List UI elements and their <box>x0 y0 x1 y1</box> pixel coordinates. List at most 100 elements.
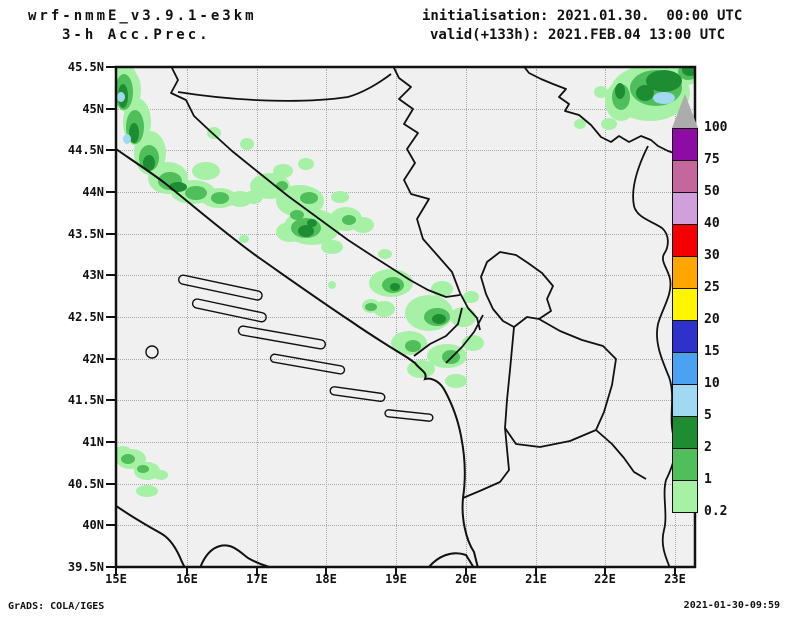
model-title: wrf-nmmE_v3.9.1-e3km <box>28 8 257 24</box>
lon-label: 16E <box>176 572 198 586</box>
lat-label: 41N <box>82 435 104 449</box>
colorbar-tick-label: 15 <box>704 344 720 359</box>
gridline-vertical <box>396 69 397 565</box>
lat-label: 45N <box>82 102 104 116</box>
lon-tick <box>325 567 327 576</box>
islands <box>145 274 434 422</box>
lat-tick <box>106 316 116 318</box>
lon-tick <box>395 567 397 576</box>
lat-tick <box>106 66 116 68</box>
gridline-vertical <box>257 69 258 565</box>
gridline-horizontal <box>118 359 693 360</box>
grads-credit: GrADS: COLA/IGES <box>8 601 105 612</box>
valid-time-label: valid(+133h): 2021.FEB.04 13:00 UTC <box>430 27 726 43</box>
colorbar-tick-label: 20 <box>704 312 720 327</box>
lat-label: 41.5N <box>67 393 104 407</box>
lon-label: 18E <box>315 572 337 586</box>
gridline-vertical <box>605 69 606 565</box>
gridline-horizontal <box>118 484 693 485</box>
lat-label: 43.5N <box>67 227 104 241</box>
lon-label: 17E <box>246 572 268 586</box>
lat-tick <box>106 441 116 443</box>
product-title: 3-h Acc.Prec. <box>62 27 211 43</box>
colorbar-segment <box>672 416 698 449</box>
precip-light-green <box>116 67 695 497</box>
lat-label: 44.5N <box>67 143 104 157</box>
gridline-horizontal <box>118 525 693 526</box>
lon-tick <box>465 567 467 576</box>
colorbar-segment <box>672 128 698 161</box>
colorbar-tick-label: 1 <box>704 472 712 487</box>
lat-tick <box>106 233 116 235</box>
gridline-vertical <box>536 69 537 565</box>
gridline-vertical <box>326 69 327 565</box>
colorbar-tick-label: 30 <box>704 248 720 263</box>
lon-label: 23E <box>664 572 686 586</box>
country-borders <box>170 67 693 567</box>
colorbar-segment <box>672 320 698 353</box>
lat-label: 39.5N <box>67 560 104 574</box>
lat-tick <box>106 399 116 401</box>
gridline-vertical <box>187 69 188 565</box>
lon-label: 20E <box>455 572 477 586</box>
lat-label: 42N <box>82 352 104 366</box>
render-timestamp: 2021-01-30-09:59 <box>683 600 780 611</box>
lon-label: 15E <box>105 572 127 586</box>
gridline-horizontal <box>118 234 693 235</box>
lat-tick <box>106 524 116 526</box>
lat-label: 40.5N <box>67 477 104 491</box>
colorbar-segment <box>672 160 698 193</box>
colorbar-tick-label: 50 <box>704 184 720 199</box>
colorbar-tick-label: 40 <box>704 216 720 231</box>
colorbar-segment <box>672 256 698 289</box>
lon-tick <box>256 567 258 576</box>
lat-tick <box>106 483 116 485</box>
lat-label: 45.5N <box>67 60 104 74</box>
lon-tick <box>115 567 117 576</box>
gridline-horizontal <box>118 109 693 110</box>
lat-tick <box>106 358 116 360</box>
gridline-horizontal <box>118 192 693 193</box>
colorbar-tick-label: 100 <box>704 120 728 135</box>
colorbar-tick-label: 5 <box>704 408 712 423</box>
precip-light-blue <box>117 92 675 144</box>
lat-tick <box>106 108 116 110</box>
colorbar-tick-label: 10 <box>704 376 720 391</box>
init-time-label: initialisation: 2021.01.30. 00:00 UTC <box>422 8 743 24</box>
lat-label: 40N <box>82 518 104 532</box>
gridline-horizontal <box>118 150 693 151</box>
lat-tick <box>106 149 116 151</box>
colorbar-segment <box>672 480 698 513</box>
lat-label: 43N <box>82 268 104 282</box>
colorbar-tick-label: 75 <box>704 152 720 167</box>
precip-dark-green <box>118 67 695 324</box>
colorbar-segment <box>672 352 698 385</box>
gridline-horizontal <box>118 400 693 401</box>
colorbar-tick-label: 0.2 <box>704 504 728 519</box>
colorbar-segment <box>672 224 698 257</box>
colorbar-tick-label: 25 <box>704 280 720 295</box>
gridline-horizontal <box>118 442 693 443</box>
lon-label: 19E <box>385 572 407 586</box>
lon-tick <box>604 567 606 576</box>
colorbar-segment <box>672 448 698 481</box>
lat-label: 42.5N <box>67 310 104 324</box>
lon-tick <box>535 567 537 576</box>
map-frame <box>114 65 697 569</box>
colorbar-segment <box>672 384 698 417</box>
coastline <box>116 147 479 567</box>
colorbar-overflow-cap <box>672 94 698 128</box>
colorbar-segment <box>672 192 698 225</box>
lat-tick <box>106 274 116 276</box>
colorbar-segment <box>672 288 698 321</box>
lon-label: 22E <box>594 572 616 586</box>
gridline-horizontal <box>118 317 693 318</box>
colorbar-tick-label: 2 <box>704 440 712 455</box>
lon-label: 21E <box>525 572 547 586</box>
lat-tick <box>106 566 116 568</box>
lon-tick <box>674 567 676 576</box>
lat-label: 44N <box>82 185 104 199</box>
lat-tick <box>106 191 116 193</box>
lon-tick <box>186 567 188 576</box>
